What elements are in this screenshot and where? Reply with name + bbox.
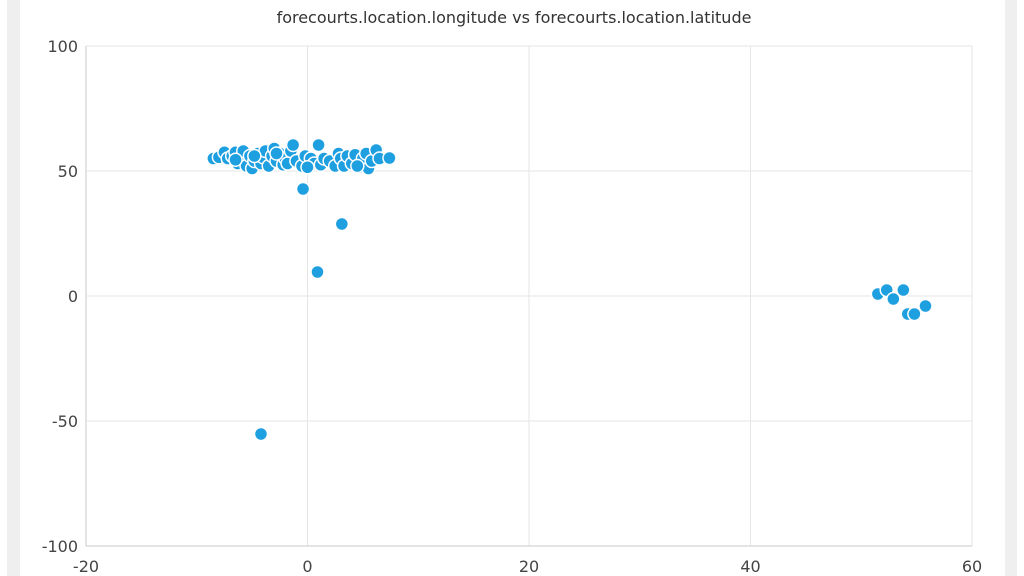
data-point[interactable] xyxy=(295,181,311,197)
data-point[interactable] xyxy=(310,264,325,280)
x-tick-label: 0 xyxy=(302,557,312,576)
data-point[interactable] xyxy=(228,152,243,167)
y-tick-label: -50 xyxy=(52,412,78,431)
data-point[interactable] xyxy=(269,146,284,161)
chart-title: forecourts.location.longitude vs forecou… xyxy=(277,8,752,27)
data-point[interactable] xyxy=(311,137,326,153)
data-point[interactable] xyxy=(907,306,922,322)
left-border xyxy=(7,0,20,576)
x-tick-label: 40 xyxy=(740,557,760,576)
data-point[interactable] xyxy=(382,150,397,166)
data-point[interactable] xyxy=(253,426,269,442)
data-point[interactable] xyxy=(886,291,901,307)
y-tick-label: 50 xyxy=(58,162,78,181)
data-point[interactable] xyxy=(918,298,933,314)
tick-labels: -20 0 20 40 60 100 50 0 -50 -100 xyxy=(42,37,982,576)
grid xyxy=(85,45,973,547)
data-point[interactable] xyxy=(334,216,350,232)
data-point[interactable] xyxy=(896,282,911,298)
y-tick-label: 0 xyxy=(68,287,78,306)
data-point[interactable] xyxy=(247,148,262,164)
right-border xyxy=(1005,0,1017,576)
points xyxy=(206,137,933,442)
y-tick-label: -100 xyxy=(42,537,78,556)
data-point[interactable] xyxy=(350,158,365,174)
y-tick-label: 100 xyxy=(47,37,78,56)
data-point[interactable] xyxy=(300,160,315,175)
x-tick-label: -20 xyxy=(73,557,99,576)
data-point[interactable] xyxy=(285,137,301,153)
x-tick-label: 60 xyxy=(962,557,982,576)
x-tick-label: 20 xyxy=(519,557,539,576)
